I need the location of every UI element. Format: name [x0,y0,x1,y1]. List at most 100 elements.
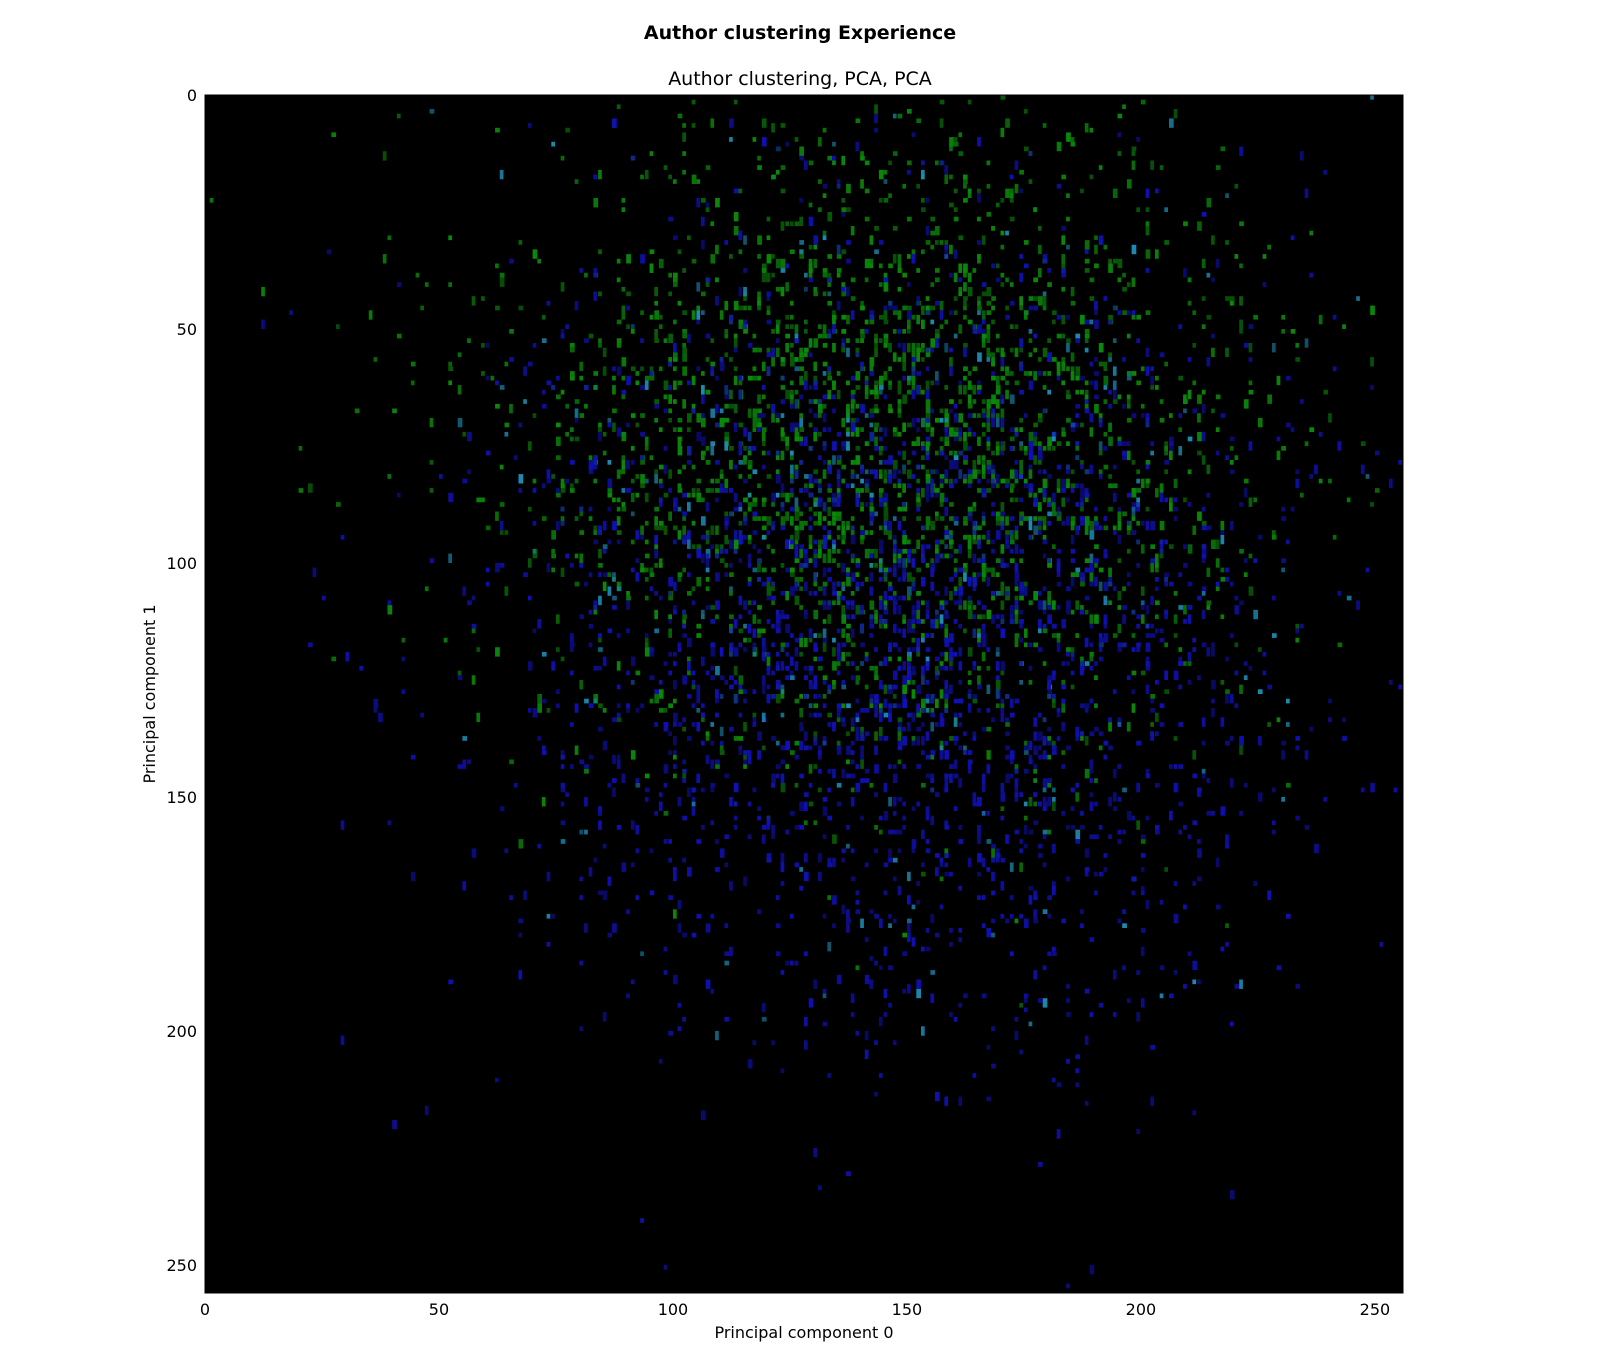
data-point [1117,441,1123,446]
data-point [537,843,541,849]
data-point [499,169,504,180]
data-point [780,591,786,596]
data-point [897,478,902,484]
data-point [1028,371,1033,376]
data-point [1370,95,1374,100]
data-point [527,123,532,128]
data-point [574,300,579,311]
data-point [743,722,747,732]
data-point [757,558,762,563]
data-point [925,698,930,704]
data-point [1370,305,1375,315]
data-point [630,492,635,503]
data-point [1070,684,1075,690]
data-point [1295,815,1301,821]
data-point [1009,193,1014,203]
data-point [738,188,743,194]
data-point [780,970,785,975]
data-point [1304,188,1309,198]
data-point [1215,394,1221,400]
data-point [654,548,658,559]
data-point [972,431,977,437]
data-point [981,605,987,610]
data-point [1136,642,1141,648]
data-point [907,169,911,175]
data-point [832,160,836,166]
data-point [710,478,715,484]
data-point [794,595,800,606]
data-point [1140,403,1145,409]
data-point [410,871,416,882]
data-point [794,647,799,652]
data-point [986,324,991,329]
data-point [673,750,677,755]
data-point [991,614,995,624]
data-point [1047,268,1051,273]
data-point [607,492,613,498]
data-point [1103,244,1108,250]
data-point [972,530,977,535]
data-point [841,904,846,914]
data-point [1253,609,1258,620]
data-point [916,347,921,353]
data-point [1075,483,1080,489]
data-point [995,623,1001,629]
data-point [677,380,683,386]
data-point [743,497,748,503]
data-point [860,179,864,189]
data-point [1122,909,1126,914]
data-point [644,595,649,601]
data-point [780,268,786,273]
data-point [719,469,724,479]
data-point [649,249,655,255]
data-point [1047,782,1051,788]
data-point [729,403,734,409]
data-point [860,300,864,306]
data-point [832,722,836,732]
data-point [836,272,841,278]
data-point [780,483,785,493]
data-point [1155,553,1159,563]
data-point [1019,661,1023,666]
data-point [794,525,799,531]
data-point [588,333,594,339]
data-point [616,530,622,535]
data-point [752,366,757,372]
data-point [1360,464,1365,475]
data-point [967,371,972,376]
data-point [967,427,972,432]
data-point [602,347,607,358]
data-point [504,361,509,367]
data-point [593,539,599,545]
data-point [467,338,471,343]
data-point [1178,829,1183,835]
data-point [691,258,697,264]
data-point [794,427,799,432]
data-point [864,708,870,713]
data-point [359,665,364,671]
data-point [1098,417,1103,428]
data-point [743,754,747,760]
data-point [799,773,804,779]
data-point [1155,680,1159,685]
data-point [1028,885,1034,891]
data-point [921,343,925,348]
data-point [921,207,926,212]
data-point [705,165,711,170]
data-point [733,366,738,372]
data-point [630,656,636,666]
data-point [649,366,654,372]
data-point [640,310,644,315]
data-point [673,343,677,353]
data-point [986,183,991,189]
data-point [836,300,841,311]
data-point [939,478,944,484]
data-point [981,811,986,816]
data-point [607,586,612,596]
data-point [1075,1054,1081,1059]
data-point [724,680,729,685]
data-point [1192,773,1198,779]
data-point [1009,488,1014,493]
data-point [1398,460,1402,465]
data-point [682,534,687,545]
